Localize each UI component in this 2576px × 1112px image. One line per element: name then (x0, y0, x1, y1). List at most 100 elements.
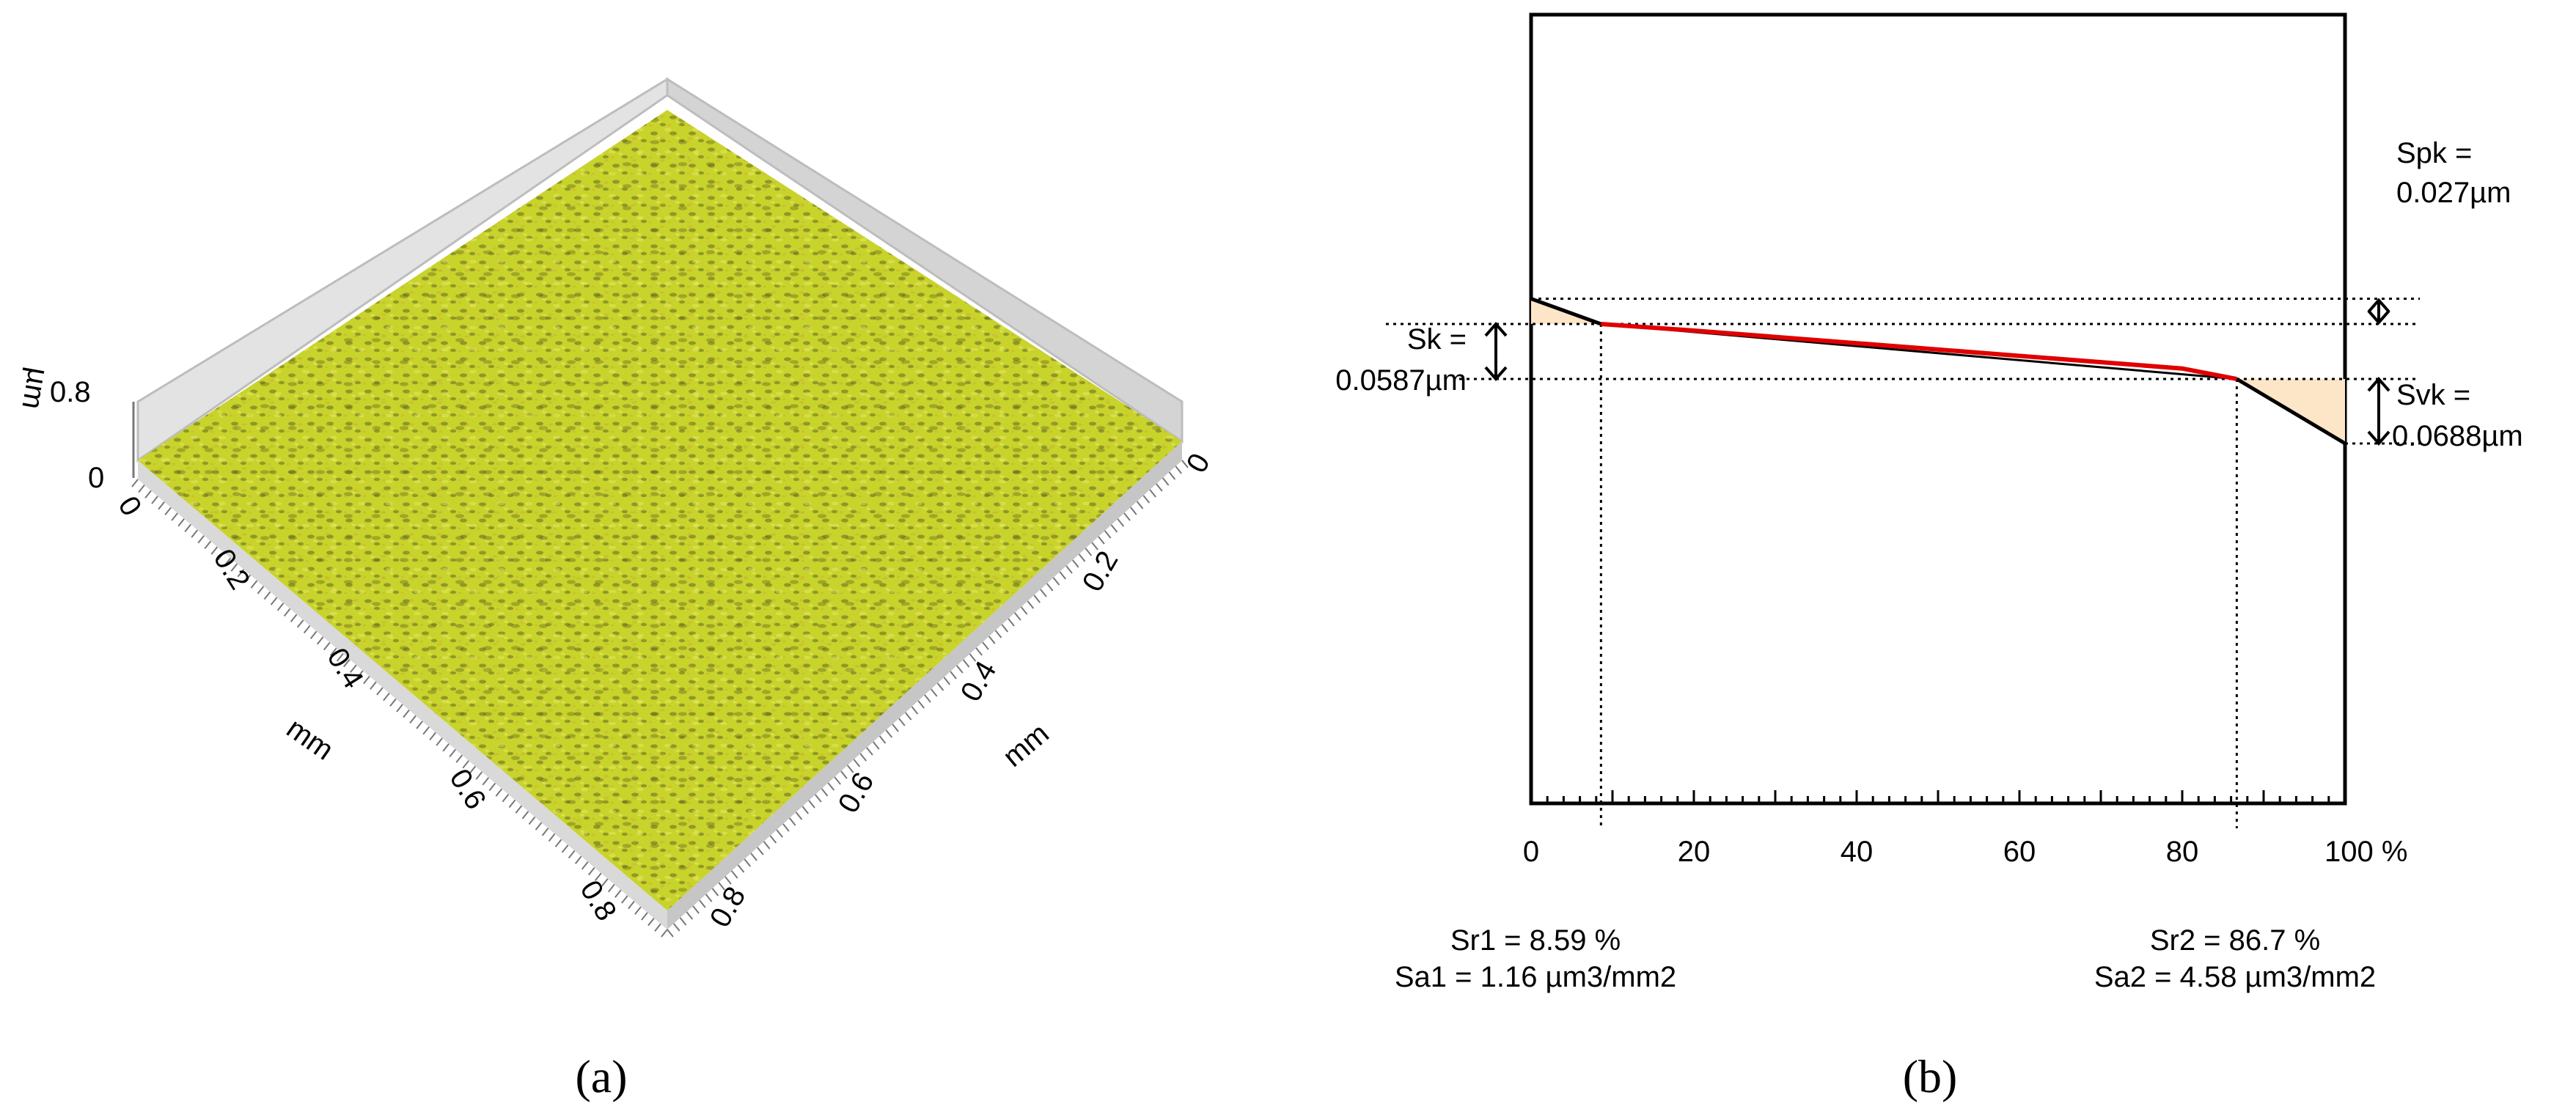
left-edge-tick (647, 918, 655, 927)
left-edge-tick (502, 794, 510, 803)
right-edge-tick (1020, 606, 1028, 615)
left-edge-tick (151, 496, 158, 504)
left-edge-tick (422, 726, 430, 735)
right-edge-tick (718, 882, 725, 891)
z-tick-label-0: 0 (88, 462, 104, 494)
right-edge-tick (866, 747, 873, 756)
left-edge-tick (621, 895, 628, 904)
left-edge-tick (561, 844, 569, 853)
x-axis-tick-labels: 0 20 40 60 80 100 % (1523, 836, 2408, 868)
left-edge-tick (138, 485, 145, 493)
left-edge-tick (462, 760, 470, 769)
left-edge-tick (409, 715, 417, 723)
right-edge-tick (956, 665, 964, 674)
right-edge-tick (711, 888, 719, 896)
right-edge-tick (821, 788, 829, 797)
left-edge-tick (634, 906, 642, 915)
left-edge-tick (171, 512, 178, 521)
right-edge-tick (1156, 483, 1163, 492)
left-edge-tick (177, 518, 185, 527)
right-edge-tick (898, 718, 906, 726)
left-edge-tick (416, 721, 423, 729)
left-edge-tick (363, 676, 370, 685)
left-edge-tick (290, 614, 298, 622)
left-edge-tick (250, 580, 258, 589)
spk-arrow-head-down (2367, 309, 2390, 325)
surface-back-wall-right (666, 77, 1184, 443)
left-edge-tick (257, 586, 265, 594)
right-edge-tick (1091, 542, 1098, 551)
right-edge-tick (1130, 507, 1137, 515)
dotted-guide-lines (1386, 297, 2420, 828)
right-edge-tick (1033, 594, 1041, 603)
left-edge-tick (614, 889, 622, 898)
left-edge-tick (475, 771, 483, 780)
left-edge-tick (528, 816, 536, 825)
sa1-value: Sa1 = 1.16 µm3/mm2 (1395, 961, 1676, 993)
left-edge-tick (628, 901, 635, 910)
left-edge-tick (442, 743, 449, 752)
right-edge-tick (692, 905, 700, 914)
right-edge-tick (1072, 559, 1079, 568)
right-edge-tick (930, 688, 938, 697)
right-tick-label-0-2: 0.2 (1076, 545, 1125, 597)
left-edge-tick (608, 883, 615, 893)
left-edge-tick (323, 641, 331, 651)
right-edge-tick (730, 870, 738, 879)
right-tick-label-0-6: 0.6 (832, 767, 881, 818)
left-edge-tick (594, 872, 602, 881)
left-edge-tick (581, 861, 589, 870)
left-edge-tick (376, 687, 384, 696)
right-edge-tick (1059, 571, 1067, 580)
valley-tangent-line (2236, 377, 2346, 446)
left-edge-tick (230, 563, 238, 572)
right-edge-tick (885, 729, 893, 738)
right-edge-tick (808, 800, 815, 809)
left-edge-tick (482, 777, 490, 786)
right-axis-label-mm: mm (997, 717, 1055, 773)
left-edge-tick (191, 529, 199, 538)
right-edge-tick (1078, 553, 1086, 562)
panel-a: µm 0.8 0 0 0.2 0.4 0.6 0.8 mm 0 0.2 0.4 … (15, 77, 1217, 1102)
left-edge-tick (429, 732, 436, 740)
spk-arrow-head-up (2367, 298, 2390, 313)
left-tick-label-0: 0 (111, 490, 147, 521)
left-edge-tick (548, 833, 556, 842)
sr1-value: Sr1 = 8.59 % (1450, 924, 1621, 957)
right-edge-tick (917, 700, 925, 709)
left-edge-tick (508, 799, 516, 809)
plot-frame (1529, 12, 2347, 806)
right-edge-tick (1175, 465, 1183, 474)
surface-top-texture (138, 110, 1182, 910)
right-edge-tick (763, 841, 771, 850)
surface-top-shading (138, 110, 1182, 910)
right-tick-label-0-4: 0.4 (955, 655, 1003, 707)
right-edge-tick (667, 929, 674, 938)
right-edge-tick (1123, 512, 1131, 521)
left-edge-tick-row (131, 479, 668, 938)
right-edge-tick (679, 917, 687, 926)
right-edge-tick (859, 753, 867, 762)
right-edge-tick (878, 735, 887, 744)
right-edge-tick-row (667, 460, 1189, 938)
left-edge-tick (495, 788, 503, 797)
z-axis-unit: µm (15, 365, 54, 411)
right-edge-tick (757, 847, 764, 855)
right-edge-tick (988, 636, 996, 644)
left-axis-label-mm: mm (281, 712, 340, 766)
left-edge-tick (541, 828, 549, 836)
svk-value: 0.0688µm (2392, 420, 2523, 452)
left-edge-tick (521, 811, 529, 820)
right-edge-tick (699, 899, 706, 908)
panel-b: 0 20 40 60 80 100 % Spk = 0.027µm Sk = 0.0587… (1335, 12, 2523, 1102)
left-edge-tick (184, 523, 191, 533)
left-edge-tick (164, 507, 172, 515)
right-edge-tick (962, 659, 970, 668)
right-edge-tick (1098, 536, 1105, 545)
left-edge-tick (144, 490, 152, 498)
z-tick-label-0-8: 0.8 (50, 376, 91, 408)
left-edge-tick (356, 670, 364, 679)
right-edge-tick (873, 741, 880, 750)
svk-label: Svk = (2396, 379, 2470, 411)
